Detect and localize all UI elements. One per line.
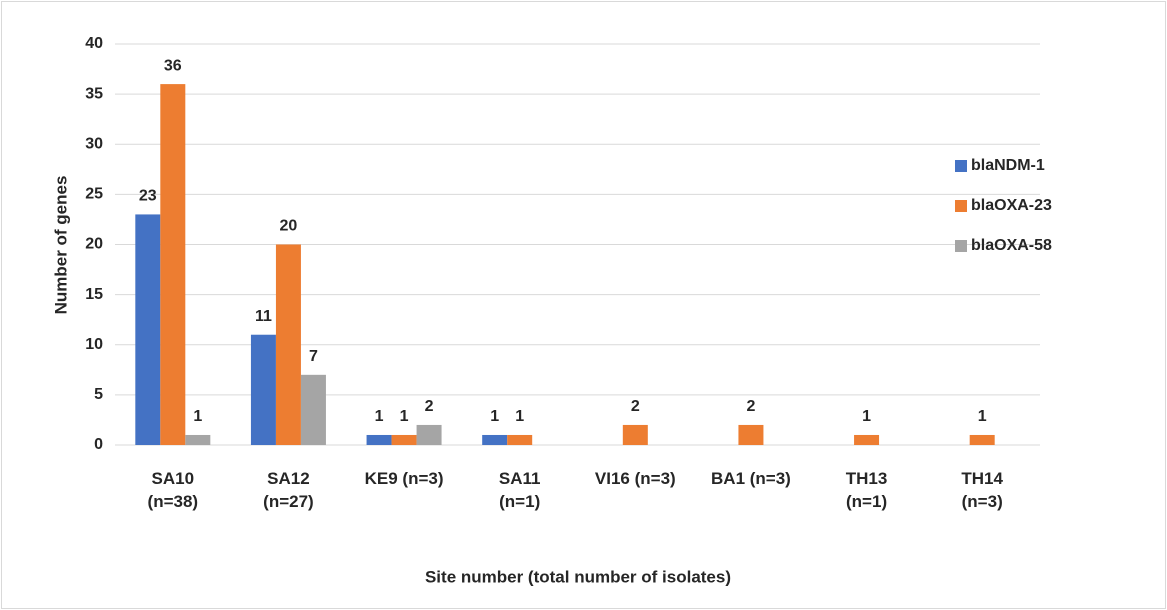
bar	[416, 424, 442, 445]
data-label: 7	[309, 348, 318, 365]
data-label: 1	[862, 408, 871, 425]
x-tick-label: BA1 (n=3)	[711, 469, 791, 488]
y-tick-label: 0	[94, 436, 103, 453]
bar	[250, 334, 276, 445]
data-label: 1	[490, 408, 499, 425]
data-label: 1	[515, 408, 524, 425]
y-tick-label: 35	[85, 85, 103, 102]
data-label: 11	[255, 308, 272, 325]
bar	[135, 214, 161, 445]
x-tick-label: SA10 (n=38)	[147, 469, 199, 511]
legend-swatch	[955, 200, 967, 212]
bar	[854, 434, 880, 445]
x-tick-label: TH13 (n=1)	[845, 469, 888, 511]
x-tick-label: SA11 (n=1)	[498, 469, 541, 511]
bar	[185, 434, 211, 445]
data-label: 1	[193, 408, 202, 425]
bar	[969, 434, 995, 445]
y-tick-label: 25	[85, 186, 103, 203]
data-label: 36	[164, 57, 182, 74]
y-tick-label: 15	[85, 286, 103, 303]
data-label: 1	[375, 408, 384, 425]
x-axis-title: Site number (total number of isolates)	[425, 567, 731, 586]
bar	[300, 374, 326, 445]
x-tick-label: TH14 (n=3)	[961, 469, 1003, 511]
y-tick-label: 20	[85, 236, 103, 253]
bar	[738, 424, 764, 445]
bar	[622, 424, 648, 445]
legend-label: blaOXA-23	[971, 197, 1052, 214]
y-tick-label: 40	[85, 35, 103, 52]
legend-swatch	[955, 160, 967, 172]
data-label: 2	[425, 398, 434, 415]
bar	[160, 84, 186, 445]
data-label: 1	[978, 408, 987, 425]
x-tick-label: VI16 (n=3)	[594, 469, 676, 488]
y-tick-label: 10	[85, 336, 103, 353]
data-label: 2	[746, 398, 755, 415]
y-tick-label: 30	[85, 135, 103, 152]
y-tick-label: 5	[94, 386, 103, 403]
x-tick-label: SA12 (n=27)	[263, 469, 314, 511]
y-axis-title: Number of genes	[51, 176, 70, 315]
legend-swatch	[955, 240, 967, 252]
data-label: 23	[139, 188, 157, 205]
bar	[366, 434, 392, 445]
bar	[391, 434, 417, 445]
bar	[275, 244, 301, 445]
data-label: 20	[280, 218, 298, 235]
bar	[507, 434, 533, 445]
x-tick-label: KE9 (n=3)	[364, 469, 444, 488]
legend-label: blaOXA-58	[971, 237, 1052, 254]
data-label: 2	[631, 398, 640, 415]
data-label: 1	[400, 408, 409, 425]
bar	[482, 434, 508, 445]
legend-label: blaNDM-1	[971, 157, 1045, 174]
